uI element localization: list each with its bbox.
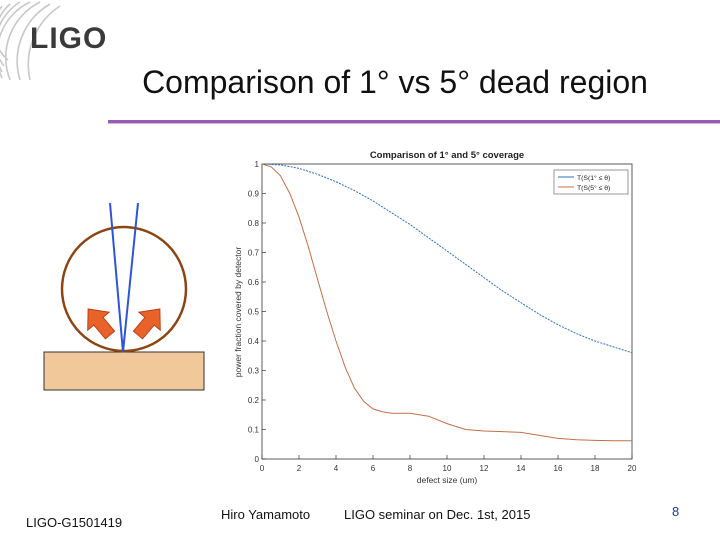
x-tick-label: 6 [371,464,376,473]
x-tick-label: 0 [260,464,265,473]
y-tick-label: 0.9 [248,190,260,199]
y-tick-label: 1 [255,160,260,169]
legend-box [553,169,629,195]
scatter-arrow-left-icon [87,308,116,340]
y-axis-ticks: 0 0.1 0.2 0.3 0.4 0.5 0.6 0.7 0.8 0.9 1 [248,160,266,464]
legend-label-series1: T(S(1° ≤ θ) [577,174,610,182]
x-tick-label: 4 [334,464,339,473]
x-tick-label: 14 [517,464,526,473]
title-rule-shadow [108,123,720,124]
x-tick-label: 12 [480,464,489,473]
y-tick-label: 0 [255,455,260,464]
title-rule [108,120,720,123]
series-lines [261,163,633,442]
y-axis-label: power fraction covered by detector [233,247,243,378]
substrate-block [43,351,205,391]
y-tick-label: 0.8 [248,219,260,228]
x-axis-ticks: 0 2 4 6 8 10 12 14 16 18 20 [260,455,637,473]
x-tick-label: 2 [297,464,302,473]
venue-text: LIGO seminar on Dec. 1st, 2015 [344,507,531,522]
series-line-2 [261,163,632,442]
slide-title: Comparison of 1° vs 5° dead region [142,64,648,100]
author-name: Hiro Yamamoto [221,507,311,522]
x-tick-label: 16 [554,464,563,473]
logo-arcs-icon [0,1,61,80]
x-tick-label: 10 [443,464,452,473]
x-tick-label: 8 [408,464,413,473]
dead-region-diagram [43,202,205,391]
y-tick-label: 0.4 [248,337,260,346]
x-tick-label: 20 [628,464,637,473]
dead-cone-right-line [122,202,139,353]
dead-cone-left-line [109,202,124,353]
ligo-logo: LIGO [30,22,108,55]
coverage-chart: Comparison of 1° and 5° coverage 0 0.1 0.2… [233,150,637,485]
page-number: 8 [672,504,680,519]
doc-id: LIGO-G1501419 [26,515,123,530]
y-tick-label: 0.6 [248,278,260,287]
legend: T(S(1° ≤ θ) T(S(5° ≤ θ) [553,169,629,195]
y-tick-label: 0.5 [248,308,260,317]
scatter-arrow-right-icon [132,308,161,340]
y-tick-label: 0.3 [248,367,260,376]
x-tick-label: 18 [591,464,600,473]
plot-area [261,163,633,460]
y-tick-label: 0.7 [248,249,260,258]
legend-label-series2: T(S(5° ≤ θ) [577,184,610,192]
x-axis-label: defect size (um) [417,475,478,485]
chart-title: Comparison of 1° and 5° coverage [370,150,524,161]
y-tick-label: 0.1 [248,426,260,435]
y-tick-label: 0.2 [248,396,260,405]
